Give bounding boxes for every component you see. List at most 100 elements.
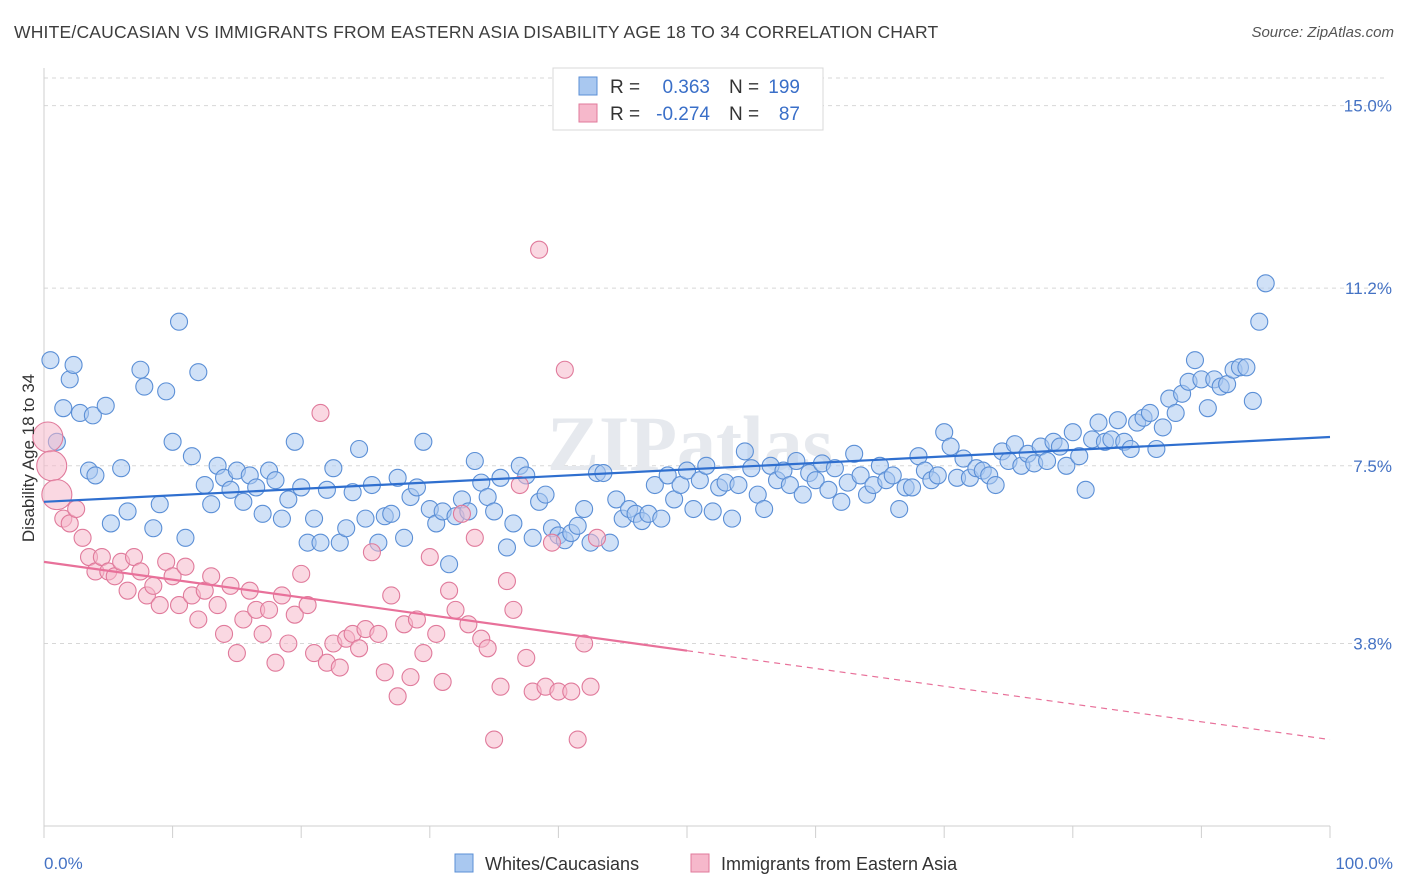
whites-point-24 (202, 495, 221, 514)
whites-point-46 (343, 483, 362, 502)
whites-point-4 (64, 355, 83, 375)
whites-point-18 (163, 432, 182, 451)
whites-point-34 (266, 471, 285, 490)
whites-point-177 (1185, 351, 1205, 370)
whites-point-102 (703, 502, 722, 521)
whites-point-157 (1057, 456, 1076, 475)
whites-point-13 (131, 360, 150, 379)
asia-point-75 (517, 648, 536, 667)
whites-point-146 (986, 475, 1005, 495)
asia-point-61 (427, 624, 446, 643)
whites-point-87 (607, 490, 626, 509)
whites-point-41 (311, 533, 330, 552)
whites-point-61 (440, 555, 459, 574)
asia-point-34 (253, 624, 272, 643)
asia-point-21 (169, 596, 189, 615)
legend-swatch-whites (578, 76, 598, 96)
bottom-legend-swatch-whites (454, 853, 474, 873)
legend-r-label-whites: R = (610, 77, 640, 98)
whites-point-116 (793, 485, 812, 504)
asia-point-26 (202, 567, 221, 586)
chart-title: WHITE/CAUCASIAN VS IMMIGRANTS FROM EASTE… (14, 22, 939, 42)
x-tick-labels: 0.0% 100.0% (44, 854, 1393, 873)
asia-point-54 (382, 586, 401, 605)
asia-point-38 (279, 634, 298, 653)
asia-point-65 (452, 504, 472, 523)
whites-point-121 (825, 459, 844, 478)
asia-point-42 (305, 644, 324, 663)
whites-point-159 (1070, 447, 1089, 466)
asia-point-43 (311, 403, 330, 423)
whites-point-38 (292, 478, 311, 497)
asia-point-59 (414, 644, 433, 663)
x-tick-label-0: 0.0% (44, 854, 83, 873)
asia-point-72 (497, 572, 517, 591)
asia-point-70 (485, 730, 504, 749)
whites-point-40 (305, 509, 324, 528)
asia-point-6 (73, 528, 92, 547)
y-tick-labels: 3.8% 7.5% 11.2% 15.0% (1344, 97, 1392, 654)
whites-point-35 (272, 509, 291, 528)
whites-point-57 (414, 432, 433, 451)
asia-point-1 (36, 450, 68, 482)
whites-point-94 (652, 509, 671, 528)
whites-point-105 (722, 509, 742, 528)
asia-point-73 (504, 600, 523, 619)
whites-point-71 (504, 514, 523, 533)
legend-n-label-whites: N = (729, 77, 759, 98)
whites-point-82 (575, 499, 594, 519)
whites-point-172 (1153, 418, 1172, 437)
grid-lines (44, 77, 1386, 645)
whites-point-158 (1063, 423, 1082, 442)
whites-point-139 (941, 437, 960, 456)
whites-point-99 (684, 499, 703, 519)
asia-point-15 (131, 562, 150, 581)
whites-point-154 (1038, 451, 1057, 471)
whites-point-36 (279, 490, 298, 509)
whites-point-54 (395, 528, 414, 547)
asia-point-46 (330, 658, 349, 677)
whites-point-115 (787, 451, 806, 471)
bottom-legend-label-whites: Whites/Caucasians (485, 854, 639, 874)
whites-point-27 (221, 480, 240, 499)
y-axis-label: Disability Age 18 to 34 (19, 374, 38, 542)
whites-point-20 (176, 528, 195, 547)
asia-point-86 (587, 528, 607, 547)
asia-point-2 (41, 479, 73, 511)
asia-point-58 (407, 610, 426, 629)
whites-point-68 (485, 502, 504, 521)
whites-point-17 (157, 382, 176, 401)
whites-point-186 (1243, 391, 1262, 411)
whites-point-93 (645, 475, 664, 495)
whites-point-32 (253, 504, 272, 523)
asia-point-41 (298, 596, 317, 615)
asia-point-84 (575, 634, 594, 653)
whites-point-179 (1198, 399, 1217, 418)
y-tick-label-0: 3.8% (1353, 635, 1392, 654)
asia-point-17 (144, 576, 163, 595)
whites-point-14 (135, 377, 154, 396)
asia-point-40 (292, 564, 311, 583)
whites-point-10 (101, 514, 120, 533)
asia-point-53 (375, 663, 394, 682)
asia-point-71 (491, 677, 510, 696)
asia-point-79 (542, 533, 562, 552)
whites-point-45 (337, 519, 356, 538)
asia-point-83 (568, 730, 587, 749)
whites-point-8 (86, 466, 105, 485)
whites-point-81 (568, 516, 587, 535)
asia-point-81 (555, 360, 574, 379)
asia-point-82 (562, 682, 581, 701)
whites-point-107 (735, 442, 754, 461)
asia-point-63 (440, 581, 459, 600)
whites-point-110 (755, 499, 774, 519)
whites-point-187 (1250, 312, 1269, 331)
whites-point-47 (350, 439, 369, 459)
whites-point-2 (54, 399, 73, 418)
asia-point-60 (420, 548, 439, 567)
whites-point-170 (1140, 403, 1160, 423)
whites-point-53 (388, 468, 407, 487)
whites-point-16 (150, 495, 169, 514)
asia-point-27 (208, 596, 227, 615)
